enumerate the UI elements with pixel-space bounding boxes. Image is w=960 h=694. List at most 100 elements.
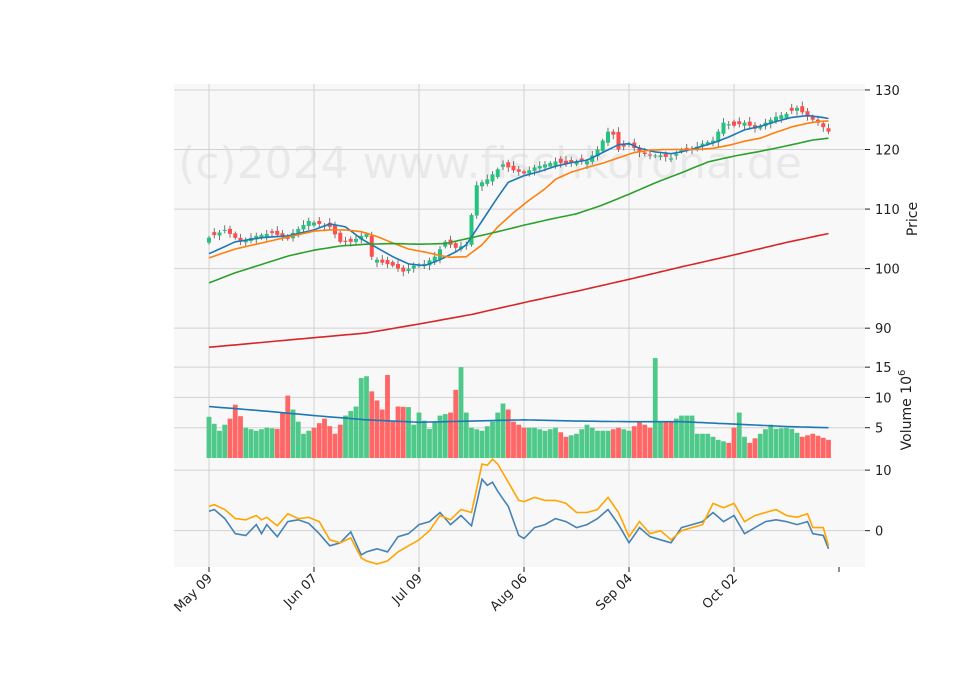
price-candle xyxy=(700,143,705,147)
price-candle xyxy=(212,232,217,236)
volume-bar xyxy=(243,427,249,458)
price-candle xyxy=(611,131,616,135)
volume-bar xyxy=(673,418,679,458)
volume-bar xyxy=(679,415,684,458)
price-candle xyxy=(805,111,810,117)
price-candle xyxy=(732,121,736,126)
price-candle xyxy=(705,142,710,145)
price-candle xyxy=(522,171,526,174)
x-tick-label: Jun 07 xyxy=(281,571,321,611)
price-candle xyxy=(663,153,668,157)
price-candle xyxy=(343,240,348,242)
volume-bar xyxy=(500,403,506,458)
volume-bar xyxy=(390,421,396,458)
volume-bar xyxy=(778,428,784,458)
volume-bar xyxy=(742,436,747,458)
volume-bar xyxy=(248,429,254,458)
oscillator-line-orange xyxy=(208,458,830,565)
x-tick-label: Jul 09 xyxy=(389,571,426,608)
volume-bar xyxy=(689,415,695,458)
volume-bar xyxy=(715,439,721,458)
volume-bar xyxy=(626,430,632,458)
price-candle xyxy=(800,106,805,113)
price-candle xyxy=(758,125,763,129)
price-candle xyxy=(821,123,826,128)
volume-bar xyxy=(458,367,464,458)
price-candle xyxy=(537,165,542,169)
volume-bar xyxy=(537,429,543,458)
volume-bar xyxy=(379,409,385,458)
price-candle xyxy=(306,220,311,227)
volume-bar xyxy=(532,427,537,458)
x-tick-label: Oct 02 xyxy=(700,571,741,612)
volume-axis-label-text: Volume 10 xyxy=(899,376,915,450)
volume-bar xyxy=(789,428,795,458)
price-candle xyxy=(569,159,574,163)
price-candle xyxy=(574,161,579,165)
volume-bar xyxy=(400,406,406,458)
volume-bar xyxy=(521,427,527,458)
volume-bar xyxy=(694,433,700,458)
price-candle xyxy=(438,249,442,260)
volume-y-tick-label: 10 xyxy=(875,391,892,406)
volume-bar xyxy=(316,423,322,458)
watermark-text: (c)2024 www.fischkorona.de xyxy=(178,138,802,189)
volume-bar xyxy=(658,421,663,458)
price-candle xyxy=(789,107,794,111)
volume-bar xyxy=(547,429,553,458)
price-candle xyxy=(590,155,595,162)
volume-bar xyxy=(448,412,453,458)
volume-bar xyxy=(589,427,595,458)
volume-bar xyxy=(253,430,259,458)
volume-bar xyxy=(421,420,427,458)
volume-bar xyxy=(668,421,674,458)
price-candle xyxy=(275,230,280,235)
price-candle xyxy=(338,232,343,242)
price-panel-background xyxy=(174,84,865,352)
volume-axis-label-exponent: 6 xyxy=(897,370,908,376)
volume-bar xyxy=(747,442,753,458)
volume-bar xyxy=(763,429,768,458)
price-candle xyxy=(653,155,658,157)
price-candle xyxy=(637,147,642,153)
price-candle xyxy=(228,228,232,234)
oscillator-line-blue xyxy=(208,477,830,557)
volume-bar xyxy=(752,438,758,458)
volume-bar xyxy=(574,433,579,458)
price-candle xyxy=(501,164,505,167)
volume-bar xyxy=(621,429,627,458)
volume-y-tick-label: 15 xyxy=(875,361,892,376)
price-candle xyxy=(742,122,747,126)
volume-bar xyxy=(484,426,490,458)
volume-y-tick-label: 5 xyxy=(875,422,883,437)
volume-bar xyxy=(322,418,327,458)
osc-panel-background xyxy=(174,458,865,567)
volume-bar xyxy=(773,428,779,458)
volume-bar xyxy=(348,411,354,458)
volume-bar xyxy=(211,423,217,458)
volume-panel xyxy=(206,358,831,458)
price-y-tick-label: 100 xyxy=(875,263,900,278)
price-y-tick-label: 110 xyxy=(875,203,900,218)
price-candle xyxy=(795,107,799,111)
volume-bar xyxy=(815,435,821,458)
price-candle xyxy=(543,164,547,168)
volume-bar xyxy=(794,432,800,458)
price-candle xyxy=(768,119,773,124)
price-candle xyxy=(779,115,784,119)
volume-bar xyxy=(721,441,726,458)
grid-lines xyxy=(174,84,865,567)
price-candle xyxy=(270,231,274,233)
price-candle xyxy=(390,262,395,266)
volume-bar xyxy=(295,421,301,458)
price-candle xyxy=(296,228,301,233)
price-candle xyxy=(385,259,390,265)
volume-bar xyxy=(301,433,306,458)
volume-bar xyxy=(463,412,469,458)
price-candle xyxy=(406,268,411,272)
volume-bar xyxy=(784,427,789,458)
volume-bar xyxy=(432,422,438,458)
volume-bar xyxy=(631,426,637,458)
price-candle xyxy=(369,235,374,257)
